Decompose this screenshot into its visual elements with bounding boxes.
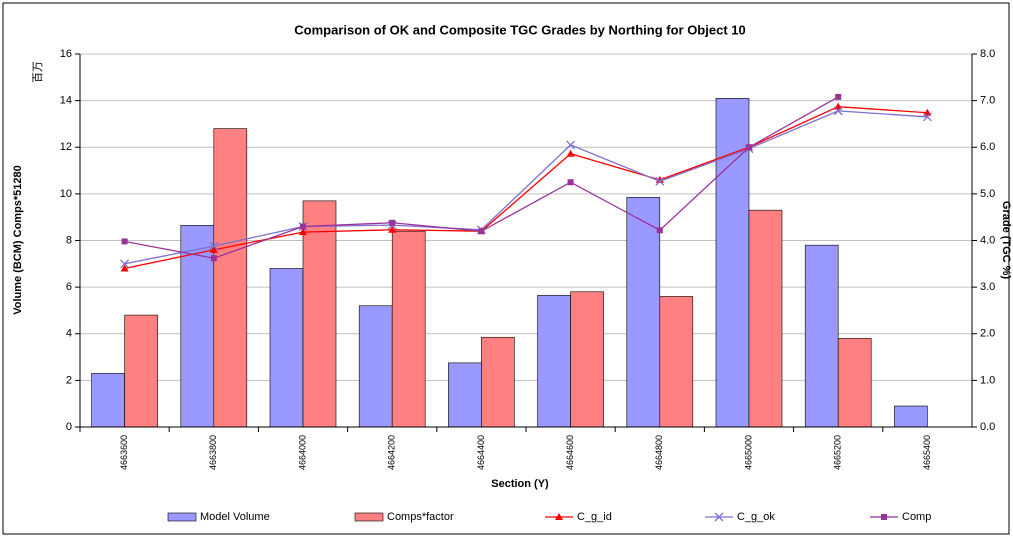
line-marker	[655, 176, 665, 186]
legend-label: Comp	[902, 511, 931, 523]
legend-marker	[881, 514, 887, 520]
y-tick-label: 12	[60, 141, 72, 153]
x-tick-label: 4665200	[833, 435, 843, 470]
line-marker	[656, 227, 663, 234]
bar	[894, 405, 928, 428]
y2-axis-title: Grade (TGC %)	[1000, 201, 1012, 280]
x-tick-label: 4665000	[743, 435, 753, 470]
legend-marker	[555, 513, 563, 520]
bar	[391, 230, 426, 428]
y2-tick-label: 8.0	[980, 48, 995, 60]
y2-tick-label: 3.0	[980, 281, 995, 293]
line-marker	[299, 228, 307, 236]
y2-tick-label: 6.0	[980, 141, 995, 153]
bar	[180, 225, 215, 428]
bar	[748, 209, 783, 428]
y-tick-label: 6	[66, 281, 72, 293]
x-tick-label: 4664600	[565, 435, 575, 470]
y-axis-title: Volume (BCM) Comps*51280	[12, 165, 24, 315]
line-marker	[923, 108, 932, 116]
y-tick-label: 8	[66, 234, 72, 246]
line-marker	[209, 245, 218, 253]
y2-tick-label: 7.0	[980, 95, 995, 107]
line-marker	[120, 259, 130, 269]
bar	[358, 305, 393, 428]
bar	[804, 244, 839, 428]
line-marker	[922, 112, 932, 122]
x-tick-label: 4663600	[119, 435, 129, 470]
y-tick-label: 2	[66, 374, 72, 386]
line	[124, 106, 928, 270]
x-axis-title: Section (Y)	[491, 478, 549, 490]
bar	[481, 336, 515, 428]
legend-label: C_g_ok	[737, 511, 775, 523]
bar	[570, 291, 604, 428]
bar	[715, 97, 750, 428]
x-tick-label: 4665400	[922, 435, 932, 470]
y2-tick-label: 2.0	[980, 328, 995, 340]
line-marker	[566, 140, 576, 150]
x-tick-label: 4664400	[476, 435, 486, 470]
x-tick-label: 4664800	[654, 435, 664, 470]
line-marker	[833, 106, 843, 116]
y2-tick-label: 1.0	[980, 374, 995, 386]
line-marker	[121, 238, 128, 245]
y-tick-label: 14	[60, 95, 72, 107]
line-marker	[478, 228, 485, 235]
bar	[213, 128, 248, 428]
legend-label: Model Volume	[200, 511, 270, 523]
y2-tick-label: 4.0	[980, 234, 995, 246]
line-marker	[388, 225, 397, 233]
line-marker	[389, 219, 396, 226]
y-tick-label: 10	[60, 188, 72, 200]
line-marker	[209, 241, 219, 251]
y-tick-label: 16	[60, 48, 72, 60]
line-marker	[210, 255, 217, 262]
line	[124, 110, 928, 265]
y-tick-label: 0	[66, 421, 72, 433]
line-marker	[835, 93, 842, 100]
y-tick-label: 4	[66, 328, 72, 340]
bar	[837, 338, 872, 428]
line-marker	[300, 223, 306, 230]
line-marker	[566, 149, 575, 157]
bar	[269, 268, 304, 428]
line-marker	[567, 179, 574, 186]
y-unit-label: 百万	[32, 61, 44, 83]
legend-swatch	[354, 512, 384, 522]
y2-tick-label: 5.0	[980, 188, 995, 200]
y2-tick-label: 0.0	[980, 421, 995, 433]
x-tick-label: 4664200	[387, 435, 397, 470]
line-marker	[834, 102, 843, 110]
x-tick-label: 4664000	[297, 435, 307, 470]
bar	[537, 294, 571, 428]
legend-label: Comps*factor	[387, 511, 454, 523]
line-marker	[120, 264, 129, 272]
x-tick-label: 4663800	[208, 435, 218, 470]
bar	[448, 362, 482, 428]
line-marker	[746, 144, 752, 151]
bar	[659, 296, 694, 428]
bar	[302, 200, 337, 428]
legend-marker	[714, 512, 724, 522]
bar	[91, 373, 125, 428]
legend-swatch	[167, 512, 197, 522]
legend-label: C_g_id	[577, 511, 612, 523]
bar	[626, 197, 661, 428]
bar	[124, 314, 158, 428]
chart-title: Comparison of OK and Composite TGC Grade…	[294, 22, 745, 37]
